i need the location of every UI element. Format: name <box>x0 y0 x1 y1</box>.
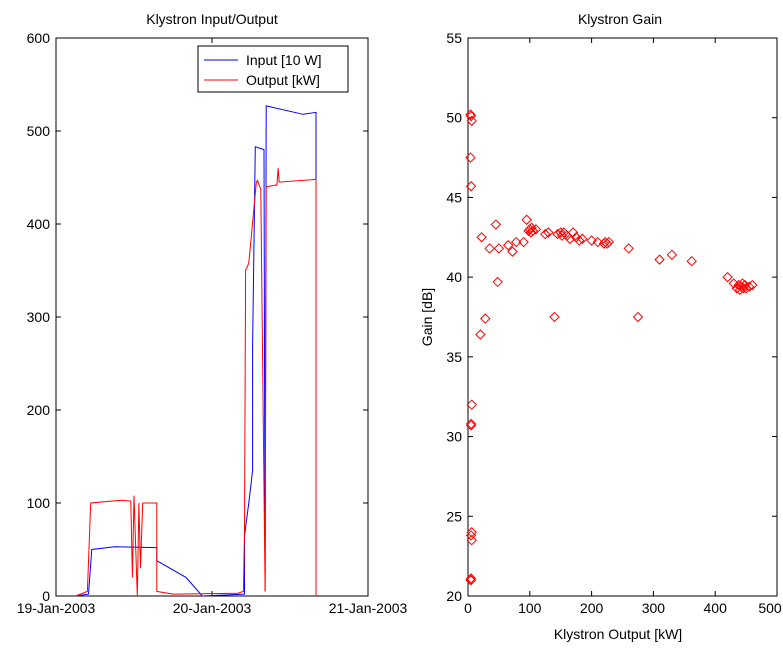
y-tick-label: 25 <box>446 508 462 524</box>
x-tick-label: 0 <box>464 600 472 616</box>
data-point <box>465 574 477 586</box>
data-point <box>465 418 477 430</box>
x-axis-ticks: 0 100 200 300 400 500 <box>464 38 782 616</box>
data-point <box>686 255 697 267</box>
data-point <box>543 227 554 238</box>
legend: Input [10 W] Output [kW] <box>197 45 349 93</box>
data-point <box>466 534 477 546</box>
data-point <box>492 276 503 288</box>
data-point <box>731 283 743 294</box>
y-tick-label: 0 <box>42 588 50 604</box>
y-tick-label: 500 <box>27 123 51 139</box>
gain-chart: Klystron Gain 20 25 30 35 40 45 50 55 0 100 200 30… <box>419 11 782 642</box>
data-point <box>527 225 539 237</box>
y-axis-ticks: 20 25 30 35 40 45 50 55 <box>446 30 777 604</box>
data-point <box>518 236 529 248</box>
data-point <box>465 152 476 163</box>
chart-title: Klystron Input/Output <box>146 11 278 27</box>
data-point <box>555 227 566 238</box>
x-tick-label: 400 <box>704 600 728 616</box>
y-tick-label: 100 <box>27 495 51 511</box>
y-tick-label: 400 <box>27 216 51 232</box>
data-point <box>549 311 560 323</box>
data-point <box>722 271 733 283</box>
data-point <box>502 240 514 251</box>
data-point <box>490 219 502 230</box>
output-series-line <box>75 168 317 597</box>
data-point <box>743 281 755 292</box>
data-point <box>466 527 477 538</box>
y-tick-label: 55 <box>446 30 462 46</box>
data-point <box>465 420 477 431</box>
x-tick-label: 300 <box>642 600 666 616</box>
x-axis-ticks: 19-Jan-2003 20-Jan-2003 21-Jan-2003 <box>17 38 408 616</box>
x-axis-label: Klystron Output [kW] <box>554 626 682 642</box>
data-point <box>466 115 477 127</box>
y-tick-label: 20 <box>446 588 462 604</box>
data-point <box>476 232 487 243</box>
data-point <box>603 236 615 248</box>
y-tick-label: 50 <box>446 110 462 126</box>
data-point <box>475 329 486 340</box>
data-point <box>574 235 585 246</box>
data-point <box>484 243 495 254</box>
y-tick-label: 600 <box>27 30 51 46</box>
legend-label-output: Output [kW] <box>246 72 320 88</box>
data-point <box>738 283 749 294</box>
legend-label-input: Input [10 W] <box>246 52 321 68</box>
y-tick-label: 30 <box>446 429 462 445</box>
data-point <box>654 254 665 265</box>
data-point <box>592 236 603 248</box>
scatter-points <box>465 109 758 586</box>
legend-box <box>197 45 349 93</box>
data-point <box>540 228 551 240</box>
data-point <box>465 181 477 192</box>
data-point <box>465 530 477 541</box>
series-lines <box>75 105 317 597</box>
y-axis-ticks: 0 100 200 300 400 500 600 <box>27 30 368 604</box>
data-point <box>632 311 644 323</box>
x-tick-label: 500 <box>758 600 782 616</box>
data-point <box>465 109 476 120</box>
data-point <box>734 284 746 296</box>
x-tick-label: 100 <box>518 600 542 616</box>
input-output-chart: Klystron Input/Output 0 100 200 300 400 500 60… <box>17 11 408 616</box>
x-tick-label: 20-Jan-2003 <box>173 600 252 616</box>
x-tick-label: 200 <box>580 600 604 616</box>
y-tick-label: 300 <box>27 309 51 325</box>
data-point <box>556 230 568 241</box>
data-point <box>666 249 678 261</box>
y-tick-label: 45 <box>446 189 462 205</box>
data-point <box>530 224 542 235</box>
data-point <box>465 110 477 122</box>
chart-title: Klystron Gain <box>578 11 662 27</box>
data-point <box>521 214 532 225</box>
data-point <box>747 279 758 291</box>
y-tick-label: 200 <box>27 402 51 418</box>
input-series-line <box>75 105 317 597</box>
data-point <box>586 235 597 246</box>
y-tick-label: 35 <box>446 349 462 365</box>
plot-area <box>467 37 778 597</box>
data-point <box>567 227 579 238</box>
data-point <box>493 243 505 254</box>
y-tick-label: 40 <box>446 269 462 285</box>
plot-area <box>55 37 369 597</box>
y-axis-label: Gain [dB] <box>419 288 435 346</box>
data-point <box>510 236 522 248</box>
data-point <box>577 233 588 245</box>
data-point <box>466 399 477 410</box>
data-point <box>507 246 518 257</box>
x-tick-label: 19-Jan-2003 <box>17 600 96 616</box>
data-point <box>480 313 491 324</box>
x-tick-label: 21-Jan-2003 <box>329 600 408 616</box>
data-point <box>623 243 634 254</box>
data-point <box>465 573 477 584</box>
